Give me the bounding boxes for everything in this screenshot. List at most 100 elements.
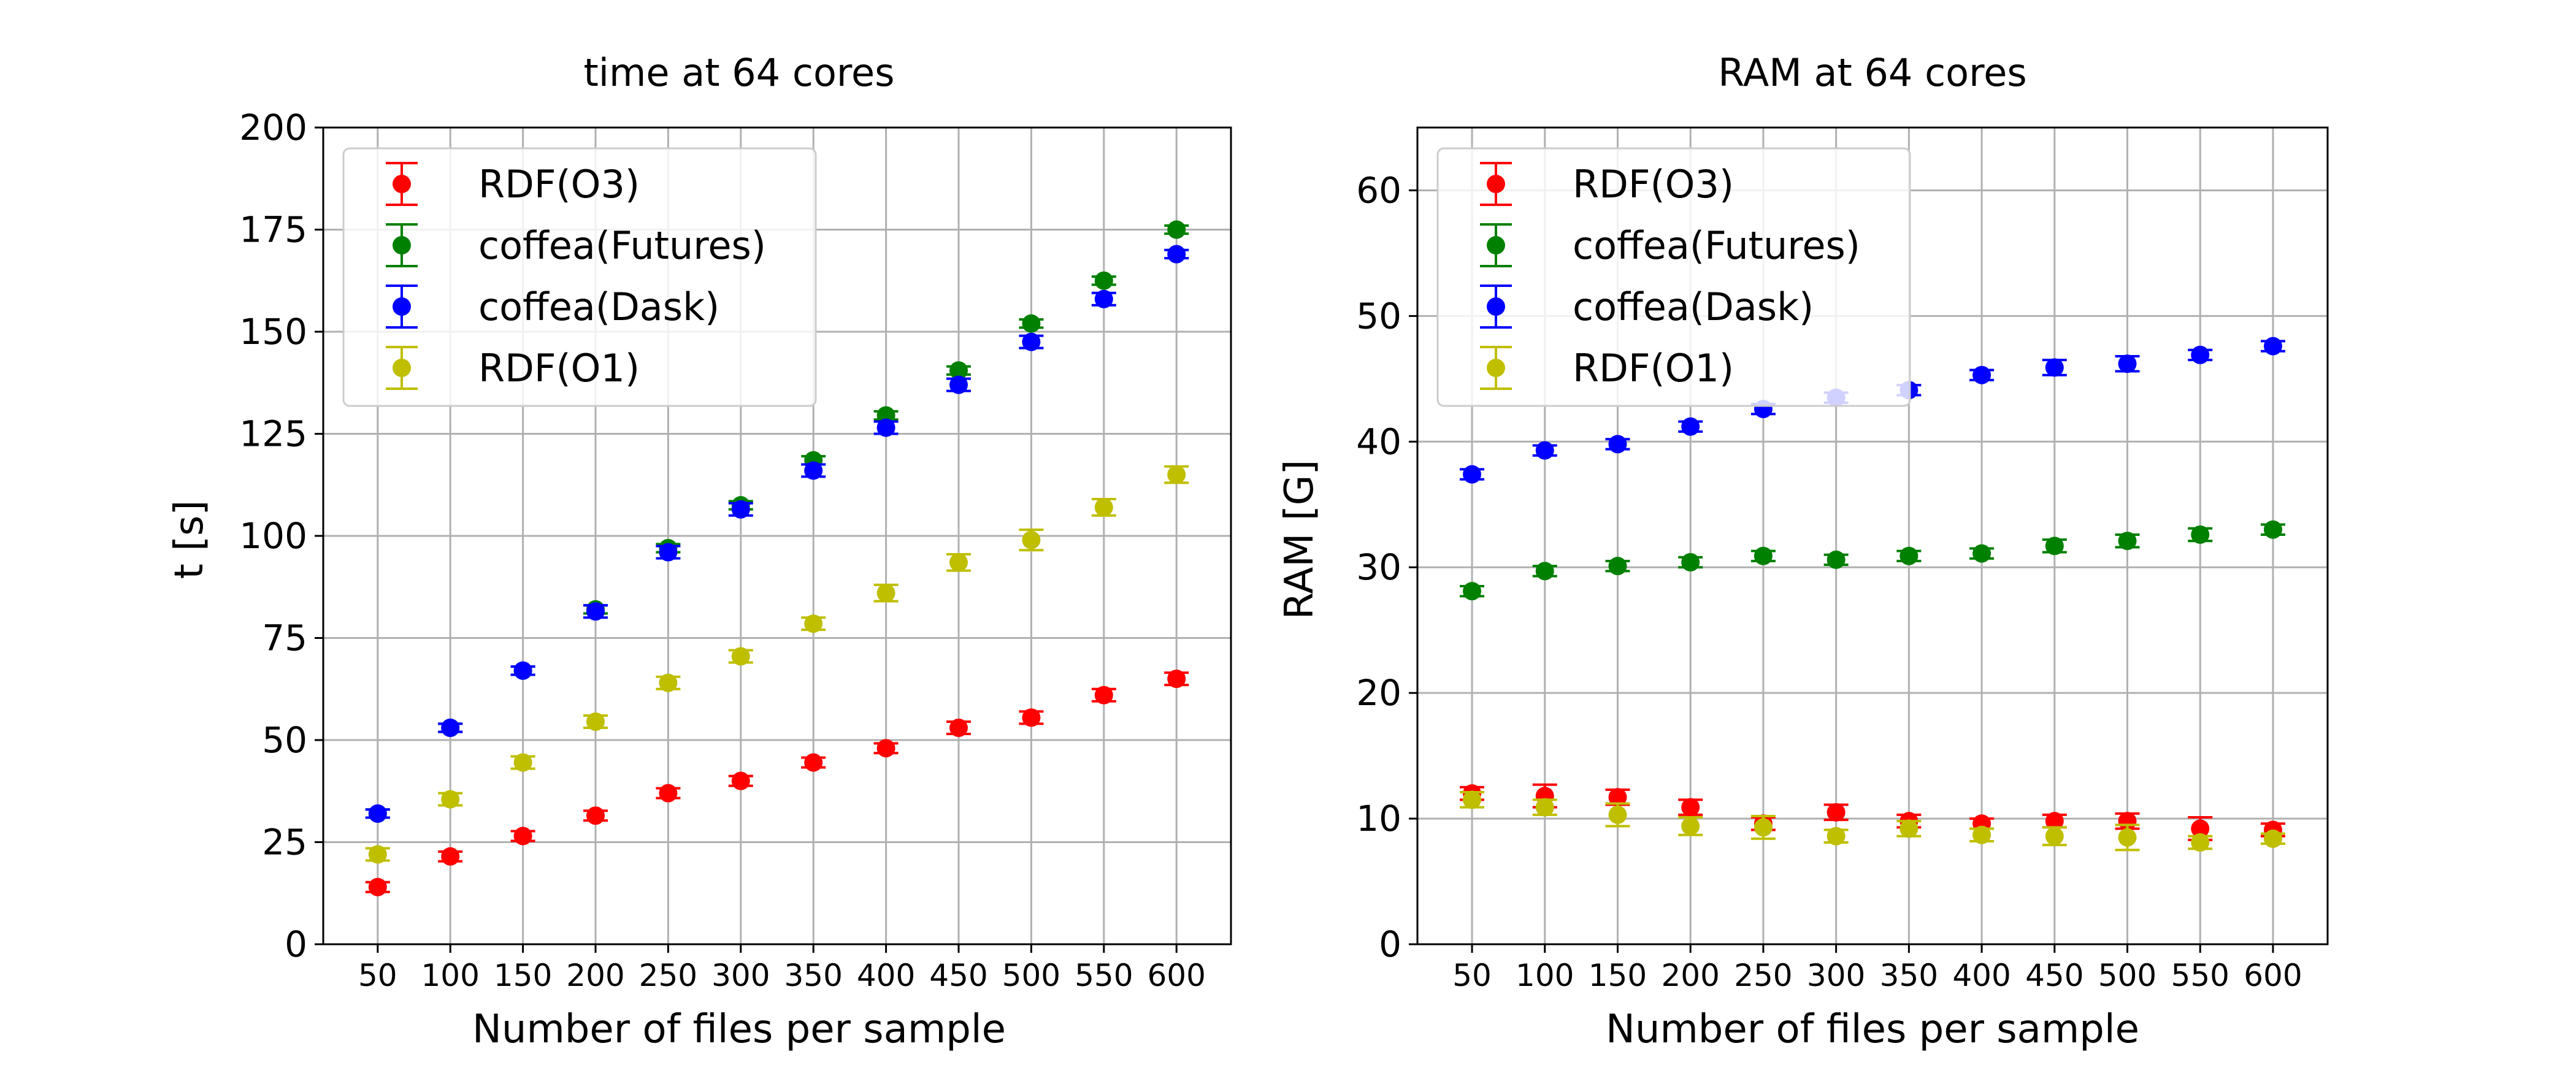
time-chart-data-point: [1167, 670, 1186, 689]
ram-chart-data-point: [1463, 582, 1482, 601]
ram-chart-x-tick-label: 450: [2025, 958, 2083, 993]
time-chart-data-point: [1022, 332, 1041, 351]
ram-chart-data-point: [2191, 833, 2210, 852]
ram-chart-data-point: [2118, 828, 2137, 847]
time-chart-series-rdf-o3: [365, 670, 1189, 896]
time-chart-y-tick-label: 125: [239, 413, 307, 455]
time-chart-data-point: [1094, 685, 1113, 705]
time-chart-data-point: [1167, 220, 1186, 239]
ram-chart-legend-marker: [1487, 175, 1505, 193]
ram-chart-data-point: [2263, 337, 2282, 356]
time-chart-y-tick-label: 50: [262, 719, 307, 761]
ram-chart-data-point: [1681, 417, 1700, 436]
time-chart-data-point: [368, 877, 387, 896]
time-chart-series-coffea-dask: [365, 245, 1189, 823]
ram-chart-y-tick-label: 40: [1356, 421, 1401, 462]
time-chart-x-tick-label: 250: [639, 958, 697, 993]
ram-chart-data-point: [1972, 544, 1991, 563]
time-chart-legend-item: coffea(Futures): [386, 223, 766, 268]
ram-chart-data-point: [1608, 557, 1627, 576]
time-chart-ticks: 50 100 150 200 250 300 350 400 450 500 550 600 0 25 50…: [239, 107, 1206, 993]
time-chart-data-point: [513, 827, 532, 846]
ram-chart-y-axis-label: RAM [G]: [1277, 460, 1322, 620]
time-chart-legend-item: coffea(Dask): [386, 284, 719, 329]
ram-chart-data-point: [2045, 827, 2064, 846]
time-chart-title: time at 64 cores: [584, 50, 895, 95]
ram-chart-data-point: [1463, 790, 1482, 809]
time-chart-data-point: [804, 461, 823, 480]
ram-chart-legend-item: coffea(Futures): [1480, 223, 1860, 268]
ram-chart-x-tick-label: 100: [1516, 958, 1574, 993]
ram-chart-series-rdf-o3: [1460, 783, 2285, 841]
ram-chart-data-point: [2191, 345, 2210, 364]
ram-chart-data-point: [1899, 819, 1919, 838]
time-chart-y-axis-label: t [s]: [167, 500, 212, 579]
ram-chart-x-tick-label: 250: [1734, 958, 1792, 993]
time-chart-legend-label: coffea(Futures): [478, 223, 766, 268]
ram-chart-data-point: [1899, 546, 1919, 565]
time-chart-x-tick-label: 300: [711, 958, 770, 993]
ram-chart-y-tick-label: 0: [1379, 923, 1401, 965]
time-chart: time at 64 cores Number of files per sam…: [167, 50, 1232, 1052]
time-chart-data-point: [1022, 708, 1041, 727]
time-chart-data-point: [1022, 530, 1041, 549]
time-chart-legend-label: RDF(O1): [478, 346, 640, 391]
ram-chart-legend-label: coffea(Futures): [1573, 223, 1860, 268]
time-chart-data-point: [513, 753, 532, 772]
time-chart-legend-label: coffea(Dask): [478, 284, 719, 329]
ram-chart-data-point: [2191, 819, 2210, 838]
time-chart-marks: [365, 220, 1189, 896]
ram-chart-data-point: [1608, 788, 1627, 807]
ram-chart-x-tick-label: 300: [1807, 958, 1865, 993]
ram-chart-y-tick-label: 10: [1356, 798, 1401, 839]
time-chart-data-point: [876, 739, 895, 758]
ram-chart-data-point: [2263, 520, 2282, 539]
time-chart-series-rdf-o1: [365, 465, 1189, 864]
time-chart-data-point: [586, 806, 605, 825]
ram-chart-x-tick-label: 50: [1452, 958, 1492, 993]
time-chart-data-point: [441, 719, 460, 738]
ram-chart-legend-label: RDF(O3): [1573, 162, 1734, 207]
time-chart-y-tick-label: 100: [239, 515, 307, 557]
ram-chart-data-point: [1972, 825, 1991, 844]
ram-chart-data-point: [2118, 354, 2137, 373]
time-chart-data-point: [731, 771, 750, 790]
time-chart-data-point: [804, 614, 823, 633]
ram-chart-data-point: [1681, 553, 1700, 572]
time-chart-data-point: [441, 847, 460, 866]
ram-chart-data-point: [2118, 532, 2137, 551]
ram-chart-data-point: [2045, 536, 2064, 556]
ram-chart-y-tick-label: 20: [1356, 672, 1401, 714]
ram-chart-data-point: [1608, 435, 1627, 454]
time-chart-x-tick-label: 600: [1147, 958, 1205, 993]
time-chart-legend-marker: [393, 236, 411, 254]
time-chart-legend-item: RDF(O3): [386, 162, 640, 207]
ram-chart-data-point: [1608, 805, 1627, 824]
time-chart-legend-label: RDF(O3): [478, 162, 640, 207]
ram-chart-data-point: [1827, 550, 1846, 569]
time-chart-x-tick-label: 200: [566, 958, 624, 993]
time-chart-x-tick-label: 50: [358, 958, 397, 993]
ram-chart-legend-label: coffea(Dask): [1573, 284, 1814, 329]
time-chart-legend-marker: [393, 175, 411, 193]
ram-chart-x-tick-label: 350: [1880, 958, 1938, 993]
time-chart-data-point: [368, 845, 387, 864]
time-chart-data-point: [1094, 271, 1113, 290]
time-chart-data-point: [1094, 498, 1113, 517]
ram-chart-data-point: [1535, 562, 1554, 581]
ram-chart-series-rdf-o1: [1460, 790, 2285, 852]
ram-chart-legend-item: RDF(O3): [1480, 162, 1734, 207]
time-chart-x-tick-label: 150: [494, 958, 552, 993]
ram-chart-y-tick-label: 60: [1356, 169, 1401, 211]
time-chart-data-point: [659, 784, 678, 803]
time-chart-data-point: [1022, 314, 1041, 333]
ram-chart-x-tick-label: 550: [2171, 958, 2229, 993]
time-chart-x-tick-label: 350: [784, 958, 842, 993]
time-chart-data-point: [513, 661, 532, 680]
time-chart-data-point: [949, 719, 968, 738]
ram-chart-data-point: [1535, 441, 1554, 460]
time-chart-data-point: [731, 647, 750, 666]
time-chart-data-point: [659, 673, 678, 692]
ram-chart-marks: [1460, 337, 2285, 852]
